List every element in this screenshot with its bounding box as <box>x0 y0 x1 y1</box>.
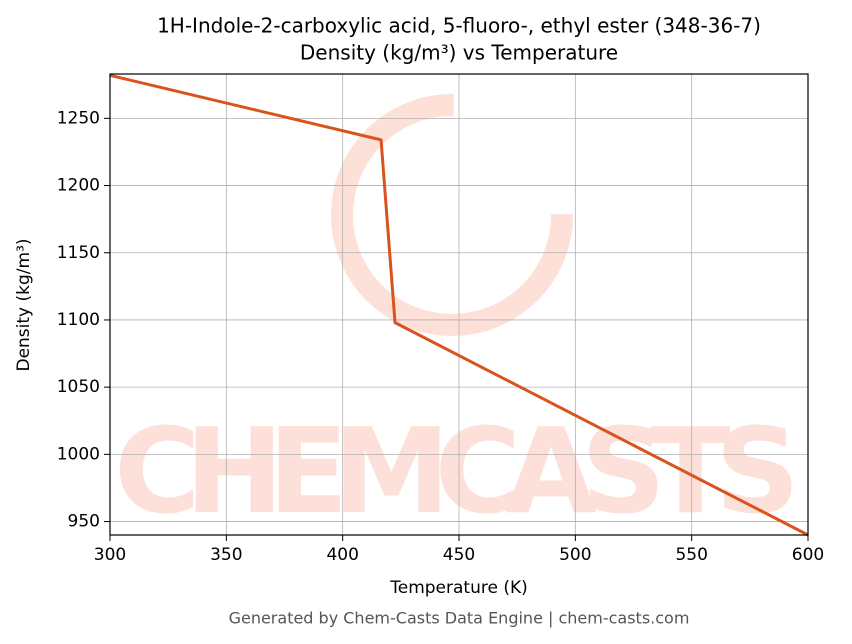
x-axis-label: Temperature (K) <box>389 578 528 598</box>
watermark-logo <box>331 94 573 336</box>
y-tick-label: 1000 <box>57 444 100 464</box>
footer: Generated by Chem-Casts Data Engine | ch… <box>229 609 690 628</box>
y-tick-label: 1050 <box>57 377 100 397</box>
x-tick-label: 600 <box>792 545 824 565</box>
y-tick-label: 1150 <box>57 243 100 263</box>
data-line <box>109 73 809 537</box>
plot-frame <box>109 73 809 536</box>
x-tick-label: 350 <box>210 545 242 565</box>
y-tick-label: 1200 <box>57 176 100 196</box>
x-tick-label: 400 <box>326 545 358 565</box>
y-tick-label: 950 <box>68 512 100 532</box>
chart-subtitle: Density (kg/m³) vs Temperature <box>300 41 618 65</box>
y-tick-label: 1100 <box>57 310 100 330</box>
x-tick-label: 500 <box>559 545 591 565</box>
chart-title: 1H-Indole-2-carboxylic acid, 5-fluoro-, … <box>157 14 761 38</box>
y-tick-label: 1250 <box>57 108 100 128</box>
x-tick-label: 450 <box>443 545 475 565</box>
x-tick-label: 300 <box>94 545 126 565</box>
y-axis-label: Density (kg/m³) <box>14 238 34 371</box>
x-tick-label: 550 <box>675 545 707 565</box>
